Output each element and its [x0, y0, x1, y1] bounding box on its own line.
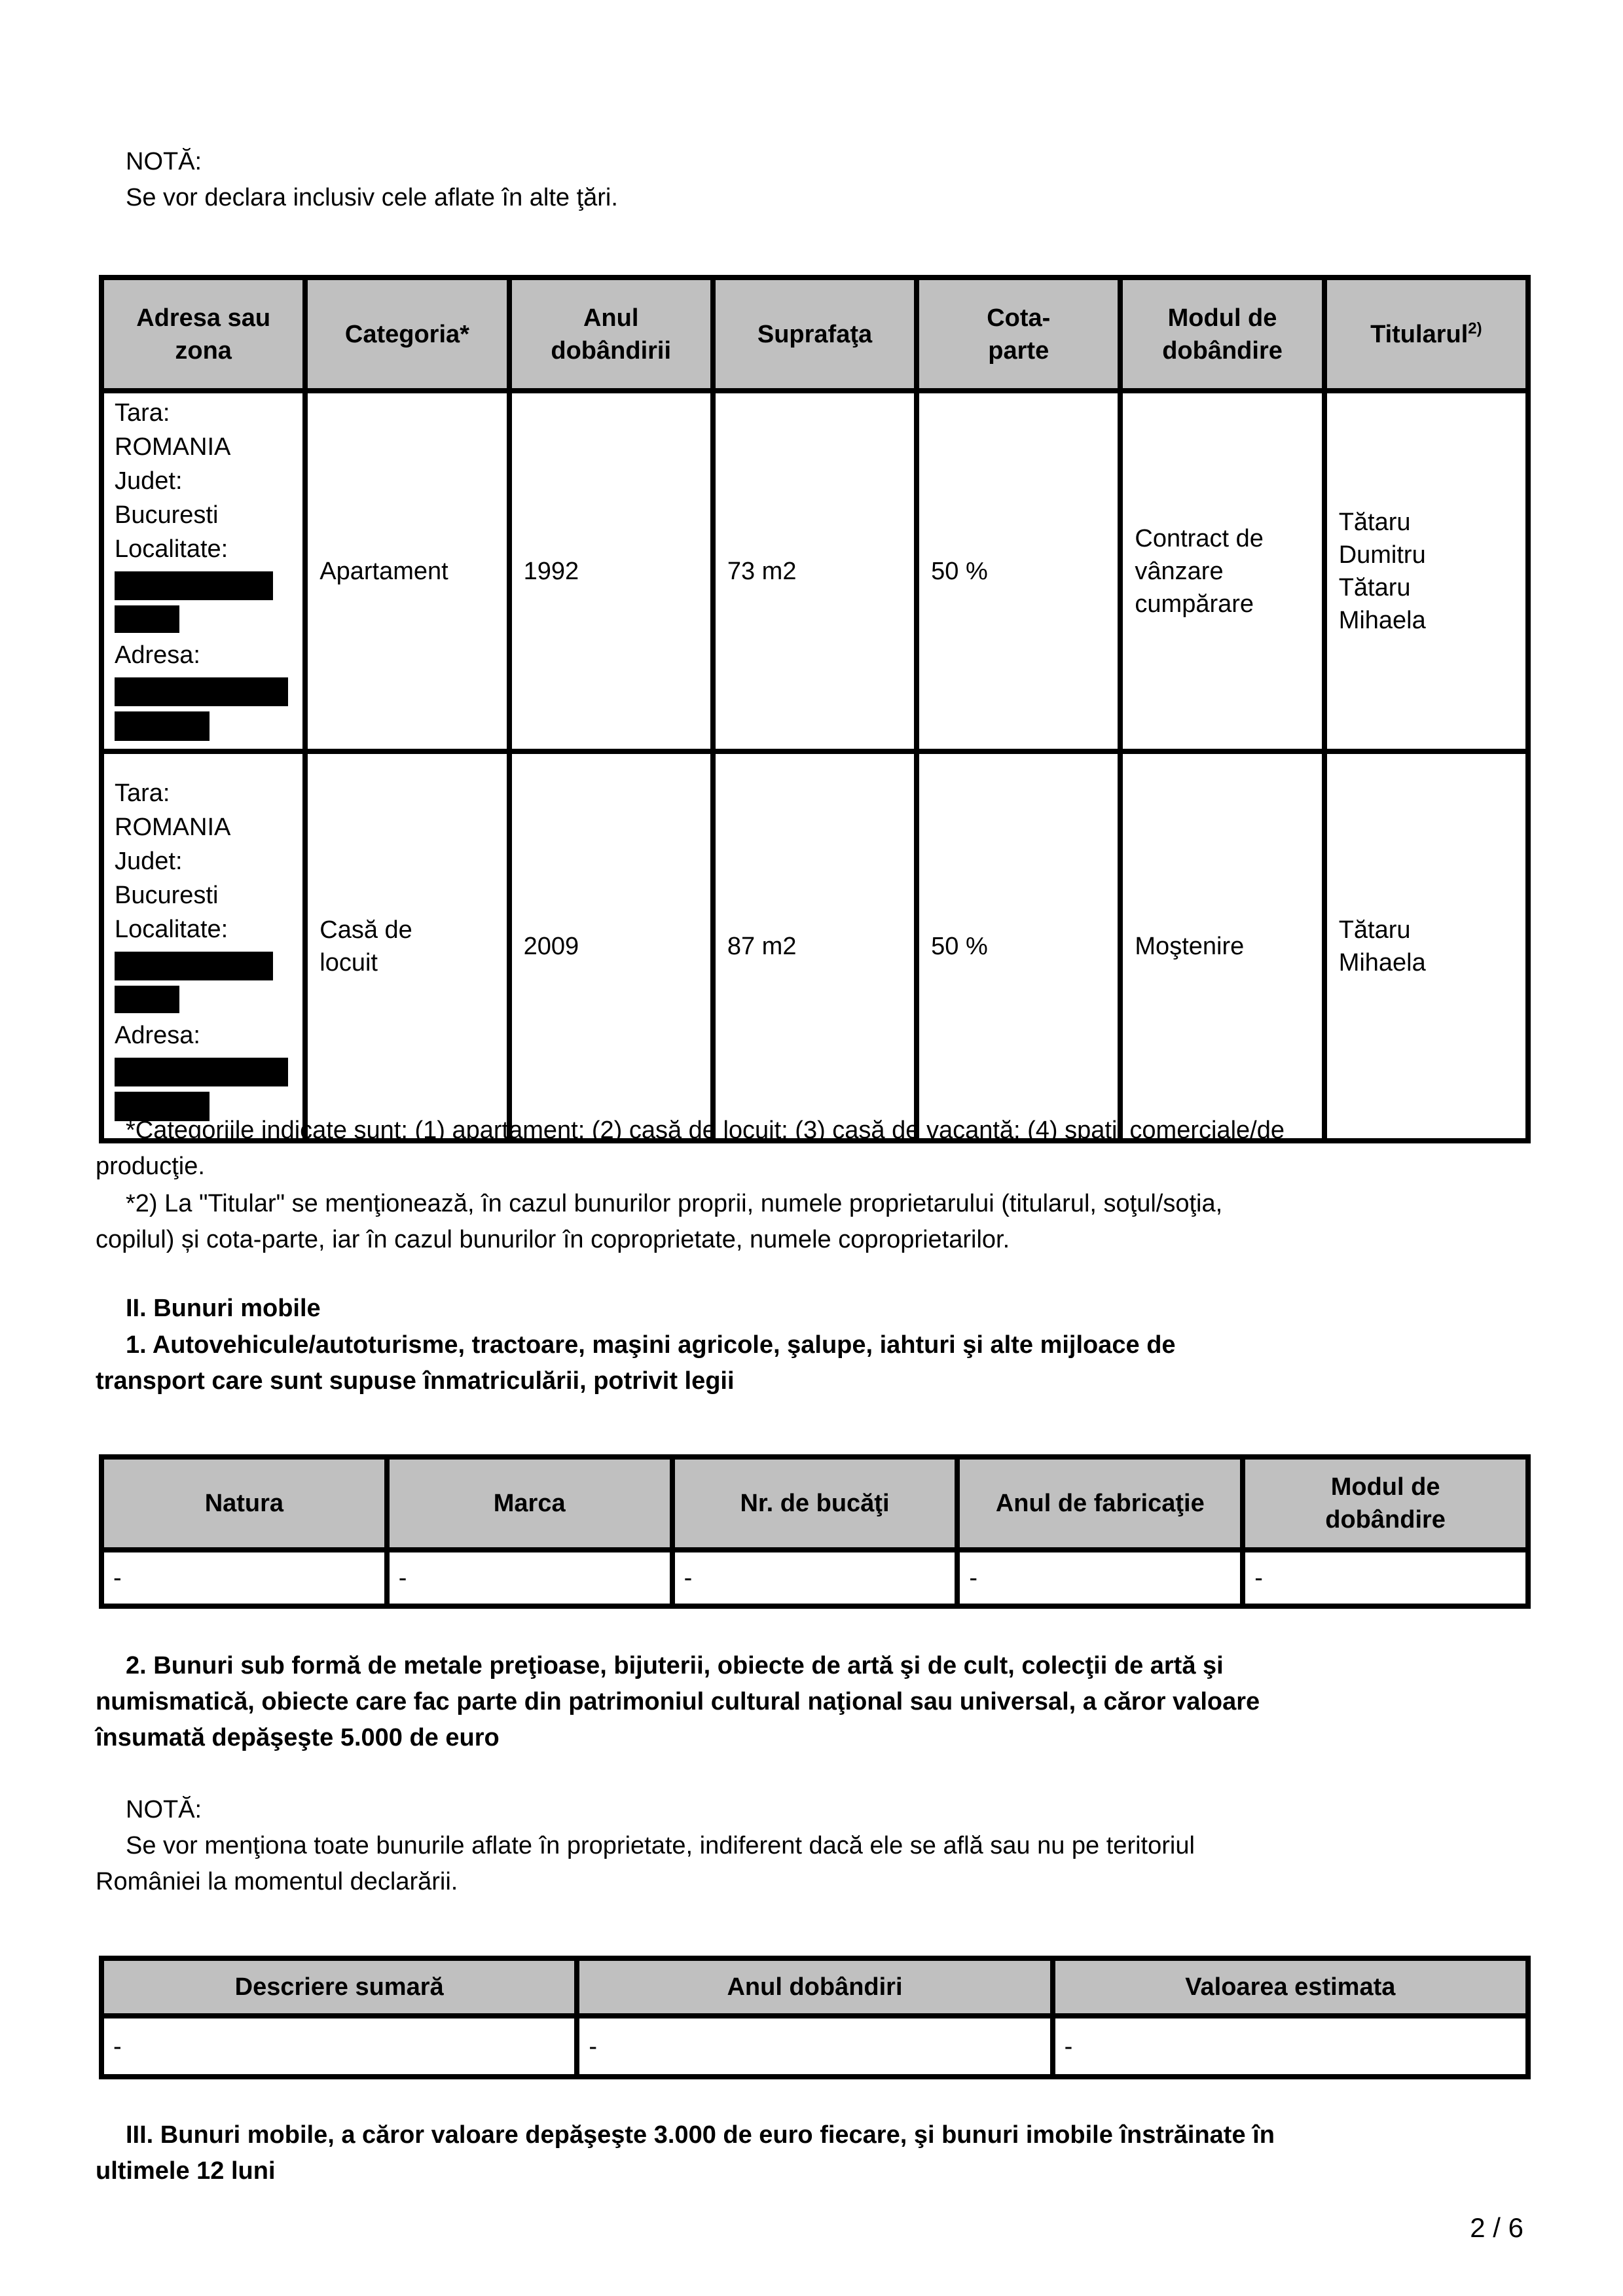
marca-cell: -	[384, 1547, 675, 1609]
table-row: - - - - -	[99, 1547, 1531, 1609]
address-line-tara: Tara:	[115, 399, 170, 427]
mod-dobandire-cell: Contract de vânzare cumpărare	[1118, 388, 1327, 754]
note-text: Se vor menţiona toate bunurile aflate în…	[96, 1832, 1195, 1895]
address-line-county: Bucuresti	[115, 882, 219, 909]
section-ii-sub2-title: 2. Bunuri sub formă de metale preţioase,…	[96, 1652, 1260, 1751]
titular-cell: Tătaru Dumitru Tătaru Mihaela	[1321, 388, 1531, 754]
address-line-country: ROMANIA	[115, 433, 231, 461]
redaction-bar	[115, 571, 273, 600]
header-categoria: Categoria*	[302, 275, 512, 393]
address-cell: Tara: ROMANIA Judet: Bucuresti Localitat…	[98, 749, 308, 1143]
cota-cell: 50 %	[914, 388, 1123, 754]
address-line-country: ROMANIA	[115, 814, 231, 841]
header-cota-parte: Cota- parte	[914, 275, 1123, 393]
address-line-adresa: Adresa:	[115, 1022, 200, 1049]
note-label: NOTĂ:	[126, 148, 202, 175]
table-row: Tara: ROMANIA Judet: Bucuresti Localitat…	[98, 749, 1531, 1143]
header-anul-dobandiri: Anul dobândiri	[574, 1956, 1055, 2018]
anul-dobandiri-cell: -	[574, 2013, 1055, 2079]
header-modul-dobandire: Modul de dobândire	[1240, 1454, 1531, 1552]
header-adresa-sau-zona: Adresa sau zona	[98, 275, 308, 393]
anul-cell: 2009	[506, 749, 716, 1143]
note-text: Se vor declara inclusiv cele aflate în a…	[126, 184, 618, 211]
anul-fabricatie-cell: -	[955, 1547, 1246, 1609]
footnote-titular: *2) La "Titular" se menţionează, în cazu…	[96, 1190, 1223, 1253]
table-row: Tara: ROMANIA Judet: Bucuresti Localitat…	[98, 388, 1531, 754]
cota-cell: 50 %	[914, 749, 1123, 1143]
section-ii-sub1-title: 1. Autovehicule/autoturisme, tractoare, …	[96, 1331, 1176, 1395]
valoarea-cell: -	[1049, 2013, 1531, 2079]
note-block-1: NOTĂ: Se vor declara inclusiv cele aflat…	[96, 144, 1531, 216]
header-anul-fabricatie: Anul de fabricaţie	[955, 1454, 1246, 1552]
section-iii-title: III. Bunuri mobile, a căror valoare depă…	[96, 2121, 1275, 2185]
header-descriere-sumara: Descriere sumară	[98, 1956, 580, 2018]
mod-dobandire-cell: -	[1240, 1547, 1531, 1609]
address-line-tara: Tara:	[115, 780, 170, 807]
header-modul-de-dobandire: Modul de dobândire	[1118, 275, 1327, 393]
header-anul-dobandirii: Anul dobândirii	[506, 275, 716, 393]
redaction-bar	[115, 1058, 288, 1086]
address-line-localitate: Localitate:	[115, 535, 228, 563]
redaction-bar	[115, 1092, 210, 1121]
nr-bucati-cell: -	[669, 1547, 960, 1609]
descriere-cell: -	[98, 2013, 580, 2079]
header-nr-bucati: Nr. de bucăţi	[669, 1454, 960, 1552]
valuables-table: Descriere sumară Anul dobândiri Valoarea…	[98, 1956, 1531, 2079]
categoria-cell: Apartament	[302, 388, 512, 754]
address-line-adresa: Adresa:	[115, 641, 200, 669]
section-ii-title: II. Bunuri mobile	[126, 1295, 321, 1322]
suprafata-cell: 87 m2	[710, 749, 920, 1143]
vehicles-table: Natura Marca Nr. de bucăţi Anul de fabri…	[99, 1454, 1531, 1609]
titular-cell: Tătaru Mihaela	[1321, 749, 1531, 1143]
redaction-bar	[115, 952, 273, 980]
suprafata-cell: 73 m2	[710, 388, 920, 754]
address-line-judet: Judet:	[115, 848, 183, 875]
redaction-bar	[115, 986, 179, 1013]
footnote-categories: *Categoriile indicate sunt: (1) apartame…	[96, 1117, 1285, 1180]
header-suprafata: Suprafaţa	[710, 275, 920, 393]
address-line-localitate: Localitate:	[115, 916, 228, 943]
header-natura: Natura	[99, 1454, 390, 1552]
address-line-county: Bucuresti	[115, 501, 219, 529]
header-titularul-text: Titularul	[1370, 320, 1468, 348]
table-row: - - -	[98, 2013, 1531, 2079]
table-header-row: Descriere sumară Anul dobândiri Valoarea…	[98, 1956, 1531, 2018]
note-block-2: NOTĂ: Se vor menţiona toate bunurile afl…	[96, 1792, 1531, 1900]
header-titularul: Titularul2)	[1321, 275, 1531, 393]
redaction-bar	[115, 605, 179, 633]
page-number: 2 / 6	[1470, 2212, 1523, 2243]
table-header-row: Natura Marca Nr. de bucăţi Anul de fabri…	[99, 1454, 1531, 1552]
address-cell: Tara: ROMANIA Judet: Bucuresti Localitat…	[98, 388, 308, 754]
footnote-reference: 2)	[1468, 319, 1482, 337]
redaction-bar	[115, 677, 288, 706]
table-header-row: Adresa sau zona Categoria* Anul dobândir…	[98, 275, 1531, 393]
redaction-bar	[115, 711, 210, 741]
address-line-judet: Judet:	[115, 467, 183, 495]
header-valoarea-estimata: Valoarea estimata	[1049, 1956, 1531, 2018]
anul-cell: 1992	[506, 388, 716, 754]
real-estate-table: Adresa sau zona Categoria* Anul dobândir…	[98, 275, 1531, 1143]
natura-cell: -	[99, 1547, 390, 1609]
header-marca: Marca	[384, 1454, 675, 1552]
categoria-cell: Casă de locuit	[302, 749, 512, 1143]
note-label: NOTĂ:	[126, 1796, 202, 1823]
mod-dobandire-cell: Moştenire	[1118, 749, 1327, 1143]
